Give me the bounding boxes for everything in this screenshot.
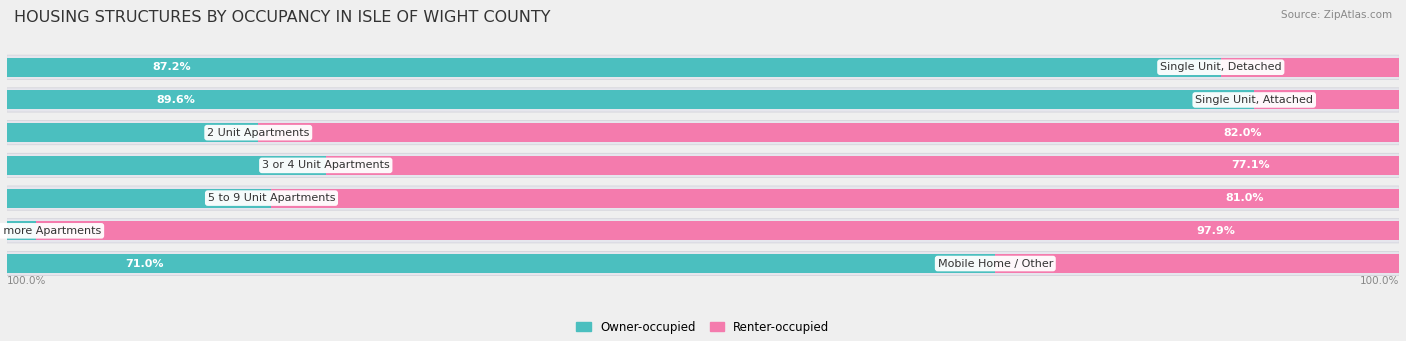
Bar	[271, 189, 1399, 208]
Bar	[7, 221, 37, 240]
Bar	[326, 156, 1399, 175]
Text: 71.0%: 71.0%	[125, 258, 165, 269]
Bar	[7, 58, 1220, 77]
Text: Single Unit, Detached: Single Unit, Detached	[1160, 62, 1282, 72]
FancyBboxPatch shape	[7, 251, 1399, 276]
Text: 100.0%: 100.0%	[1360, 276, 1399, 286]
Text: 81.0%: 81.0%	[1225, 193, 1264, 203]
FancyBboxPatch shape	[7, 186, 1399, 210]
Text: 89.6%: 89.6%	[156, 95, 195, 105]
FancyBboxPatch shape	[7, 55, 1399, 79]
FancyBboxPatch shape	[7, 219, 1399, 243]
Text: HOUSING STRUCTURES BY OCCUPANCY IN ISLE OF WIGHT COUNTY: HOUSING STRUCTURES BY OCCUPANCY IN ISLE …	[14, 10, 551, 25]
Bar	[995, 254, 1399, 273]
Bar	[1254, 90, 1399, 109]
Text: 77.1%: 77.1%	[1232, 160, 1270, 170]
Text: 5 to 9 Unit Apartments: 5 to 9 Unit Apartments	[208, 193, 335, 203]
Bar	[37, 221, 1399, 240]
Text: 82.0%: 82.0%	[1223, 128, 1263, 138]
Text: 3 or 4 Unit Apartments: 3 or 4 Unit Apartments	[262, 160, 389, 170]
Bar	[7, 156, 326, 175]
Bar	[7, 189, 271, 208]
Text: 97.9%: 97.9%	[1197, 226, 1236, 236]
Bar	[7, 123, 259, 142]
Text: 2 Unit Apartments: 2 Unit Apartments	[207, 128, 309, 138]
Text: 100.0%: 100.0%	[7, 276, 46, 286]
Text: Mobile Home / Other: Mobile Home / Other	[938, 258, 1053, 269]
Text: 10 or more Apartments: 10 or more Apartments	[0, 226, 101, 236]
Bar	[257, 123, 1399, 142]
Text: Source: ZipAtlas.com: Source: ZipAtlas.com	[1281, 10, 1392, 20]
Text: Single Unit, Attached: Single Unit, Attached	[1195, 95, 1313, 105]
Bar	[7, 90, 1254, 109]
FancyBboxPatch shape	[7, 88, 1399, 112]
Legend: Owner-occupied, Renter-occupied: Owner-occupied, Renter-occupied	[576, 321, 830, 334]
FancyBboxPatch shape	[7, 153, 1399, 177]
Bar	[1220, 58, 1399, 77]
Bar	[7, 254, 995, 273]
Text: 87.2%: 87.2%	[153, 62, 191, 72]
FancyBboxPatch shape	[7, 121, 1399, 145]
